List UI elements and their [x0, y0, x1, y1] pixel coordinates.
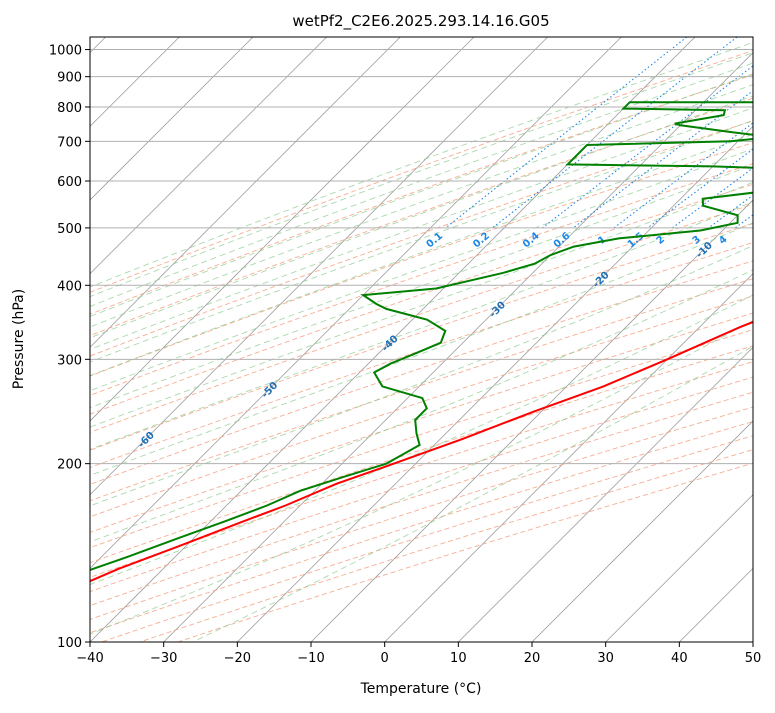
x-tick-label: 10 [450, 651, 467, 666]
y-tick-label: 400 [57, 279, 82, 294]
x-tick-label: −30 [150, 651, 177, 666]
y-axis-label: Pressure (hPa) [11, 289, 27, 389]
x-tick-label: 40 [671, 651, 688, 666]
y-tick-label: 300 [57, 353, 82, 368]
y-tick-label: 900 [57, 71, 82, 86]
x-tick-label: 0 [381, 651, 389, 666]
x-tick-label: −40 [76, 651, 103, 666]
x-tick-label: −10 [297, 651, 324, 666]
x-tick-label: 50 [745, 651, 762, 666]
chart-title: wetPf2_C2E6.2025.293.14.16.G05 [292, 12, 549, 31]
x-tick-label: 20 [524, 651, 541, 666]
y-tick-label: 700 [57, 135, 82, 150]
y-tick-label: 800 [57, 101, 82, 116]
y-tick-label: 200 [57, 458, 82, 473]
y-tick-label: 100 [57, 636, 82, 651]
y-tick-label: 500 [57, 222, 82, 237]
x-tick-label: −20 [224, 651, 251, 666]
y-tick-label: 1000 [49, 44, 82, 59]
x-axis-label: Temperature (°C) [360, 681, 482, 697]
x-tick-label: 30 [597, 651, 614, 666]
y-tick-label: 600 [57, 175, 82, 190]
